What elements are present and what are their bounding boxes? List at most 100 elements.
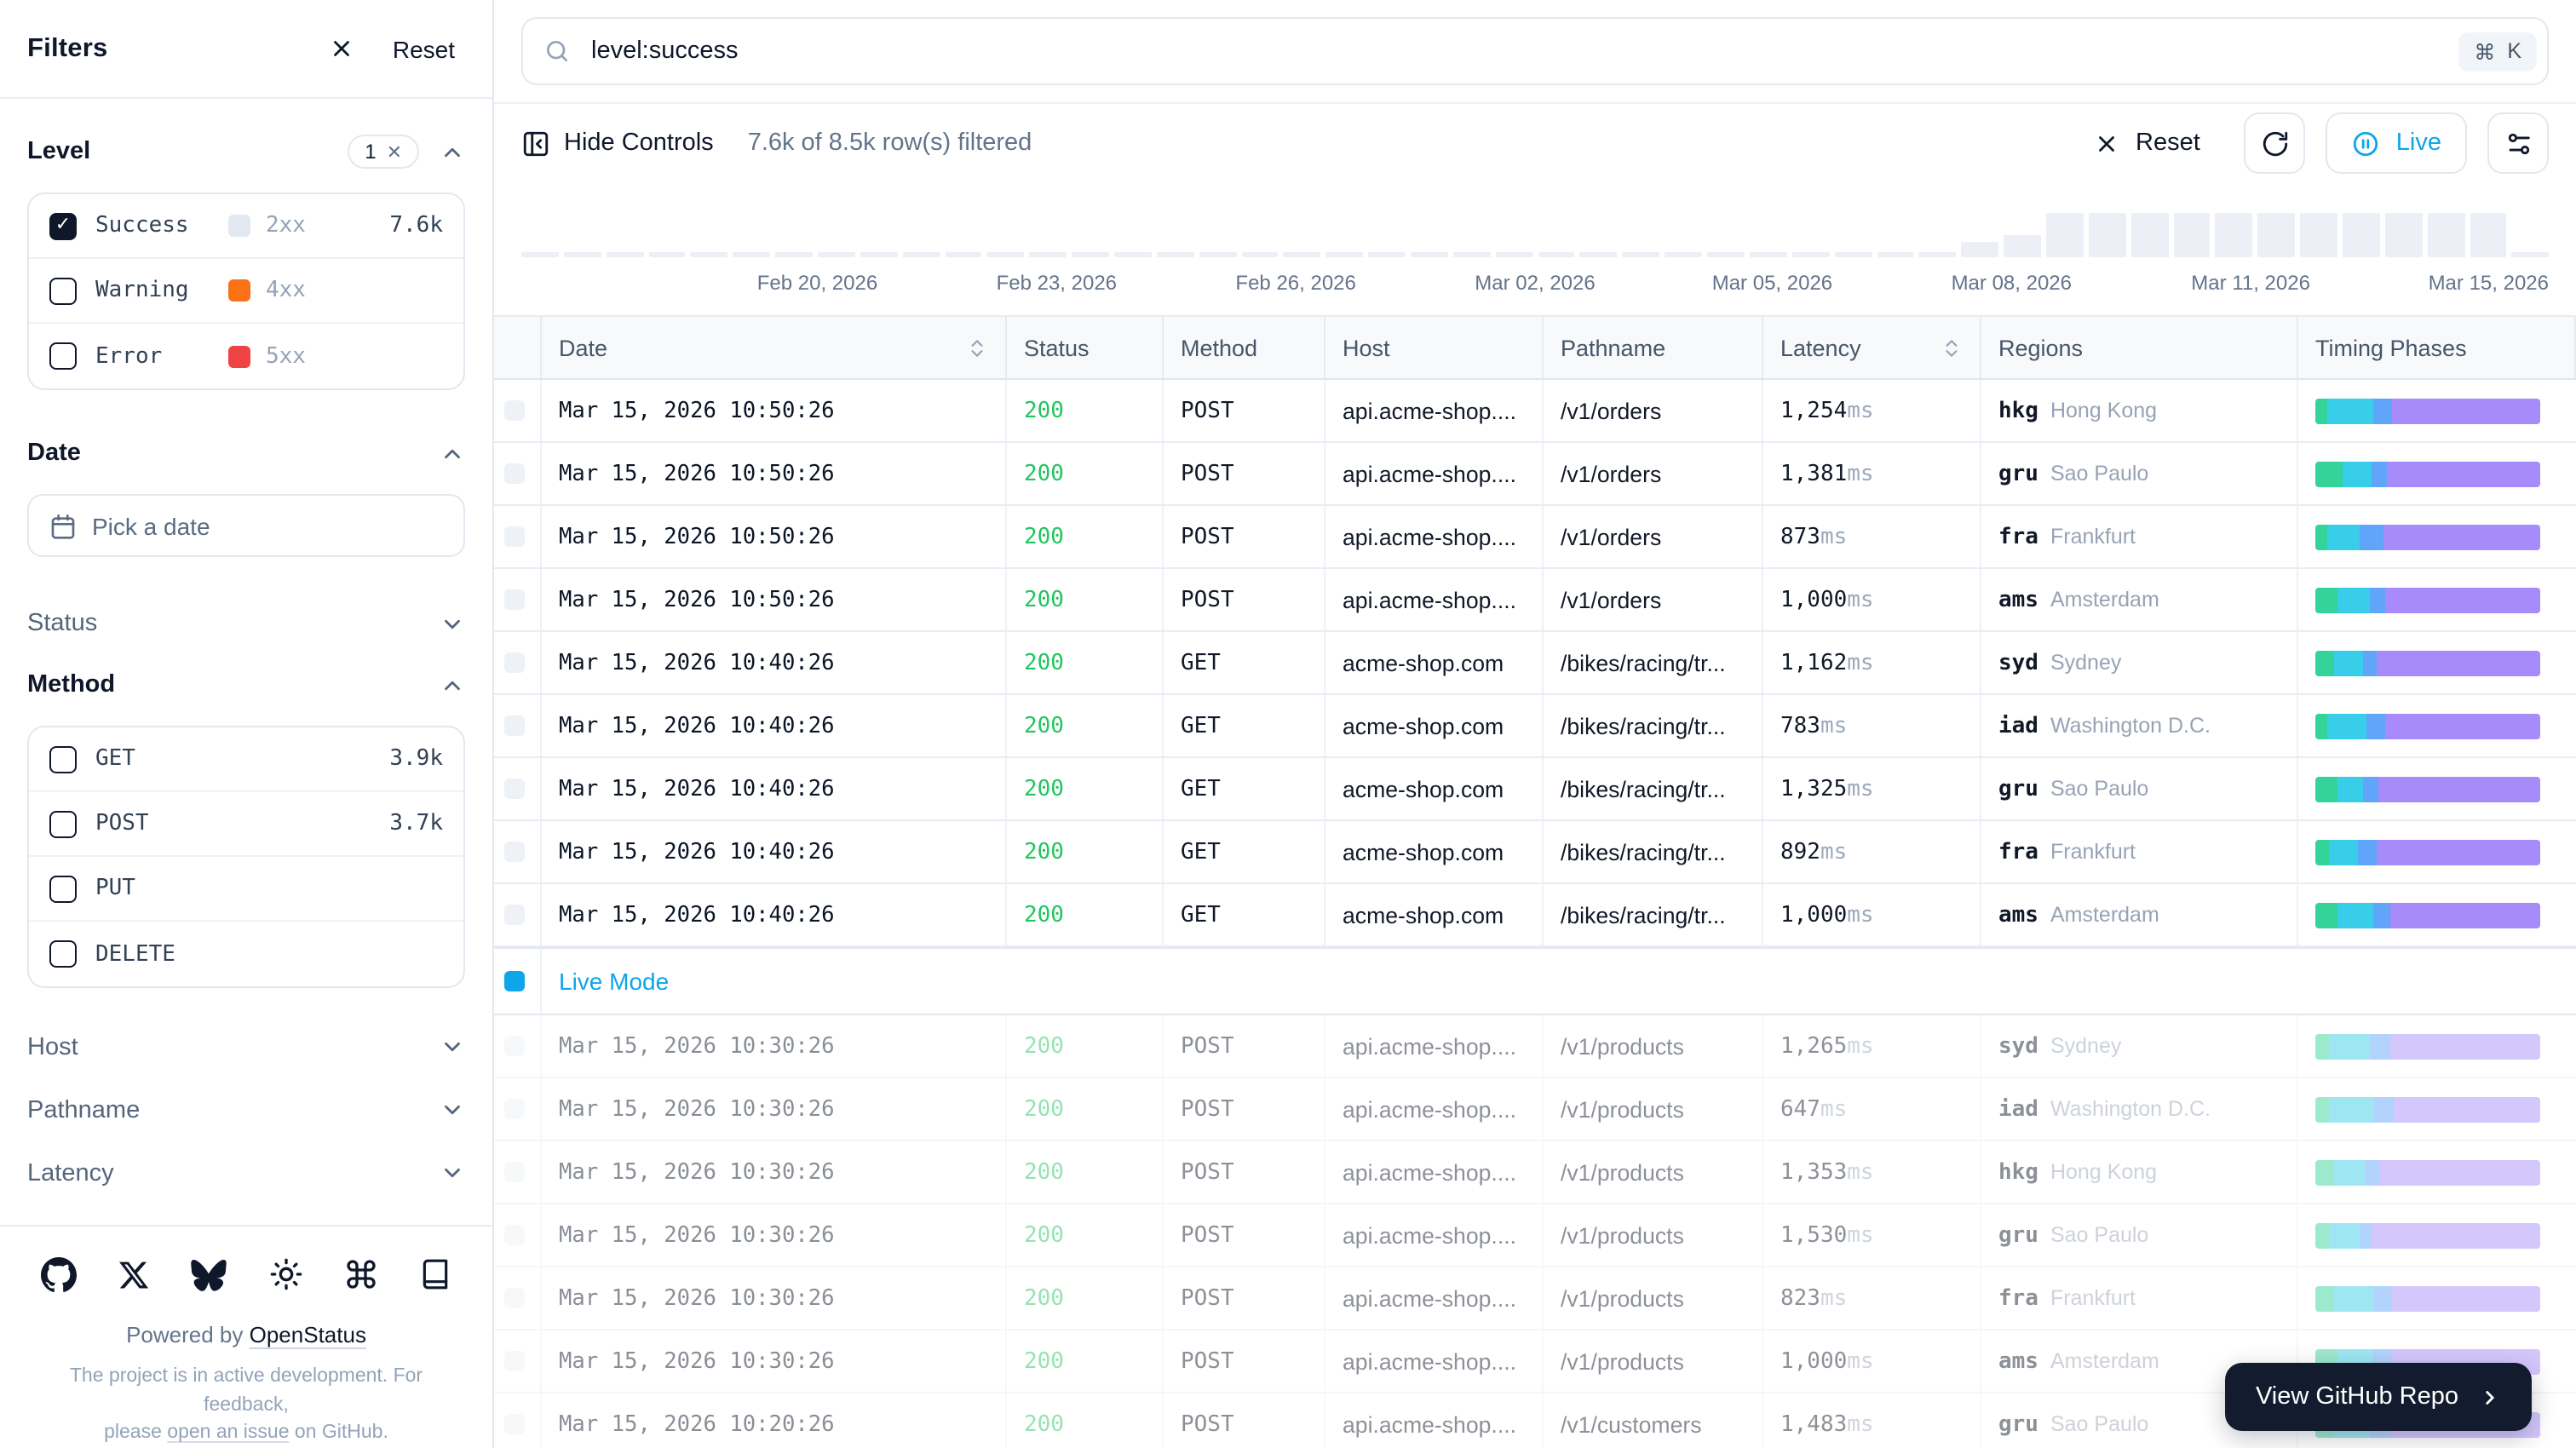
level-option-success[interactable]: ✓ Success 2xx 7.6k — [29, 194, 463, 259]
command-icon[interactable] — [344, 1258, 378, 1292]
row-checkbox-box[interactable] — [504, 400, 525, 421]
level-option-warning[interactable]: Warning 4xx — [29, 259, 463, 324]
row-select-checkbox[interactable] — [494, 1015, 542, 1077]
footer-note: The project is in active development. Fo… — [69, 1365, 423, 1444]
section-header-pathname[interactable]: Pathname — [27, 1078, 465, 1141]
close-filters-icon[interactable] — [330, 36, 355, 61]
section-header-host[interactable]: Host — [27, 1015, 465, 1078]
section-header-status[interactable]: Status — [27, 598, 465, 649]
row-select-checkbox[interactable] — [494, 380, 542, 441]
row-select-checkbox[interactable] — [494, 758, 542, 819]
row-checkbox-box[interactable] — [504, 842, 525, 862]
section-header-method[interactable]: Method — [27, 659, 465, 710]
row-checkbox-box[interactable] — [504, 905, 525, 925]
row-checkbox-box[interactable] — [504, 1162, 525, 1182]
checkbox-delete[interactable] — [49, 940, 77, 968]
cell-date: Mar 15, 2026 10:50:26 — [542, 506, 1007, 567]
table-row[interactable]: Mar 15, 2026 10:50:26 200 POST api.acme-sho… — [494, 443, 2576, 506]
live-mode-row[interactable]: Live Mode — [494, 947, 2576, 1015]
book-icon[interactable] — [419, 1258, 451, 1292]
level-option-error[interactable]: Error 5xx — [29, 324, 463, 388]
table-row[interactable]: Mar 15, 2026 10:40:26 200 GET acme-shop.com… — [494, 884, 2576, 947]
timeline-chart[interactable]: Feb 20, 2026 Feb 23, 2026 Feb 26, 2026 Mar … — [494, 182, 2576, 315]
search-input[interactable] — [588, 36, 2459, 66]
table-row[interactable]: Mar 15, 2026 10:30:26 200 POST api.acme-sho… — [494, 1015, 2576, 1078]
clear-filters-reset-button[interactable]: Reset — [2083, 128, 2211, 158]
row-select-checkbox[interactable] — [494, 695, 542, 756]
section-header-date[interactable]: Date — [27, 428, 465, 479]
checkbox-post[interactable] — [49, 810, 77, 837]
view-options-button[interactable] — [2487, 112, 2549, 174]
method-option-post[interactable]: POST 3.7k — [29, 792, 463, 857]
row-checkbox-box[interactable] — [504, 715, 525, 736]
live-mode-checkbox[interactable] — [494, 949, 542, 1014]
row-checkbox-box[interactable] — [504, 1414, 525, 1434]
checkbox-put[interactable] — [49, 875, 77, 902]
column-header-date[interactable]: Date — [542, 317, 1007, 378]
checkbox-error[interactable] — [49, 342, 77, 370]
row-select-checkbox[interactable] — [494, 1204, 542, 1266]
x-twitter-icon[interactable] — [118, 1259, 150, 1291]
checkbox-get[interactable] — [49, 745, 77, 773]
table-row[interactable]: Mar 15, 2026 10:50:26 200 POST api.acme-sho… — [494, 380, 2576, 443]
row-checkbox-box[interactable] — [504, 526, 525, 547]
github-icon[interactable] — [41, 1256, 77, 1293]
row-checkbox-box[interactable] — [504, 1288, 525, 1308]
cell-timing-phases — [2298, 1141, 2576, 1203]
row-select-checkbox[interactable] — [494, 569, 542, 630]
section-header-regions[interactable]: Regions — [27, 1204, 465, 1225]
table-row[interactable]: Mar 15, 2026 10:50:26 200 POST api.acme-sho… — [494, 506, 2576, 569]
row-checkbox-box[interactable] — [504, 1225, 525, 1245]
row-select-checkbox[interactable] — [494, 1330, 542, 1392]
table-row[interactable]: Mar 15, 2026 10:30:26 200 POST api.acme-sho… — [494, 1204, 2576, 1267]
row-checkbox-box[interactable] — [504, 1099, 525, 1119]
section-header-latency[interactable]: Latency — [27, 1141, 465, 1204]
date-picker-input[interactable]: Pick a date — [27, 494, 465, 557]
view-github-repo-button[interactable]: View GitHub Repo — [2224, 1363, 2532, 1431]
method-option-get[interactable]: GET 3.9k — [29, 727, 463, 792]
row-checkbox-box[interactable] — [504, 652, 525, 673]
row-checkbox-box[interactable] — [504, 1351, 525, 1371]
hide-controls-button[interactable]: Hide Controls — [521, 129, 714, 158]
row-select-checkbox[interactable] — [494, 821, 542, 882]
table-row[interactable]: Mar 15, 2026 10:40:26 200 GET acme-shop.com… — [494, 632, 2576, 695]
level-options-group: ✓ Success 2xx 7.6k Warning 4xx Error 5xx — [27, 192, 465, 390]
table-row[interactable]: Mar 15, 2026 10:30:26 200 POST api.acme-sho… — [494, 1078, 2576, 1141]
table-row[interactable]: Mar 15, 2026 10:30:26 200 POST api.acme-sho… — [494, 1141, 2576, 1204]
open-issue-link[interactable]: open an issue — [167, 1422, 290, 1444]
row-checkbox-box[interactable] — [504, 589, 525, 610]
table-row[interactable]: Mar 15, 2026 10:30:26 200 POST api.acme-sho… — [494, 1267, 2576, 1330]
level-badge-clear-icon[interactable]: ✕ — [386, 142, 402, 163]
row-select-checkbox[interactable] — [494, 443, 542, 504]
row-select-checkbox[interactable] — [494, 632, 542, 693]
table-row[interactable]: Mar 15, 2026 10:50:26 200 POST api.acme-sho… — [494, 569, 2576, 632]
level-filter-badge[interactable]: 1 ✕ — [348, 135, 419, 169]
method-option-put[interactable]: PUT — [29, 857, 463, 922]
cell-date: Mar 15, 2026 10:40:26 — [542, 695, 1007, 756]
checkbox-warning[interactable] — [49, 277, 77, 304]
sidebar-reset-button[interactable]: Reset — [382, 33, 465, 64]
table-row[interactable]: Mar 15, 2026 10:40:26 200 GET acme-shop.com… — [494, 695, 2576, 758]
row-select-checkbox[interactable] — [494, 506, 542, 567]
bluesky-icon[interactable] — [192, 1259, 227, 1291]
row-checkbox-box[interactable] — [504, 463, 525, 484]
column-header-latency[interactable]: Latency — [1763, 317, 1981, 378]
row-select-checkbox[interactable] — [494, 1078, 542, 1140]
row-select-checkbox[interactable] — [494, 1393, 542, 1448]
live-mode-button[interactable]: Live — [2326, 112, 2467, 174]
section-header-level[interactable]: Level 1 ✕ — [27, 126, 465, 177]
table-row[interactable]: Mar 15, 2026 10:40:26 200 GET acme-shop.com… — [494, 821, 2576, 884]
search-box[interactable]: ⌘ K — [521, 17, 2549, 85]
checkbox-success[interactable]: ✓ — [49, 212, 77, 239]
cell-pathname: /v1/orders — [1544, 569, 1763, 630]
openstatus-link[interactable]: OpenStatus — [249, 1321, 366, 1347]
row-select-checkbox[interactable] — [494, 1267, 542, 1329]
row-checkbox-box[interactable] — [504, 779, 525, 799]
row-select-checkbox[interactable] — [494, 884, 542, 945]
method-option-delete[interactable]: DELETE — [29, 922, 463, 986]
refresh-button[interactable] — [2244, 112, 2306, 174]
table-row[interactable]: Mar 15, 2026 10:40:26 200 GET acme-shop.com… — [494, 758, 2576, 821]
row-select-checkbox[interactable] — [494, 1141, 542, 1203]
row-checkbox-box[interactable] — [504, 1036, 525, 1056]
sun-icon[interactable] — [268, 1258, 302, 1292]
